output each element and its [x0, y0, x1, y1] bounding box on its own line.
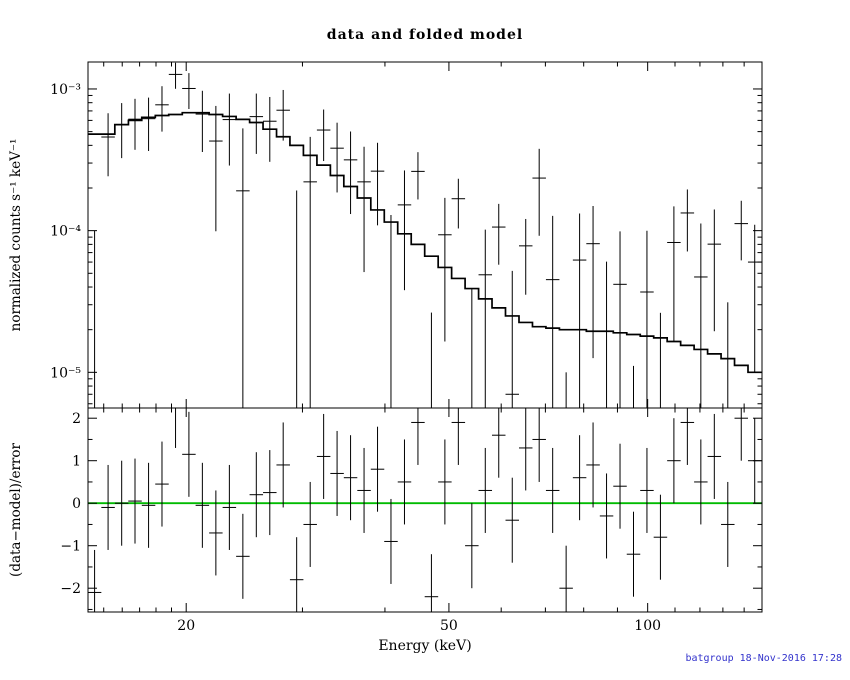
y-tick-label: 1	[72, 454, 81, 470]
axis-ticks	[88, 62, 762, 612]
x-tick-label: 20	[177, 618, 195, 634]
y-axis-title-spectrum: normalized counts s⁻¹ keV⁻¹	[8, 139, 24, 332]
y-tick-label: 10⁻³	[50, 82, 81, 98]
plot-footer-timestamp: batgroup 18-Nov-2016 17:28	[685, 653, 842, 664]
plot-title: data and folded model	[326, 27, 524, 43]
y-tick-label: −2	[60, 581, 81, 597]
spectrum-data-series	[94, 62, 762, 408]
x-tick-label: 50	[440, 618, 458, 634]
y-tick-label: 10⁻⁵	[50, 365, 81, 381]
plot-frame	[87, 61, 763, 613]
y-tick-label: 0	[72, 496, 81, 512]
y-tick-label: −1	[60, 539, 81, 555]
y-axis-title-residuals: (data−model)/error	[8, 443, 24, 577]
x-axis-title: Energy (keV)	[378, 638, 471, 654]
x-tick-label: 100	[634, 618, 661, 634]
y-tick-label: 2	[72, 411, 81, 427]
y-tick-label: 10⁻⁴	[50, 224, 81, 240]
residuals-series	[88, 408, 762, 612]
folded-model-histogram	[88, 111, 762, 374]
axis-labels: 20 50 100 10⁻³ 10⁻⁴ 10⁻⁵ 2 1 0 −1 −2 Energy (keV) no…	[8, 82, 661, 654]
